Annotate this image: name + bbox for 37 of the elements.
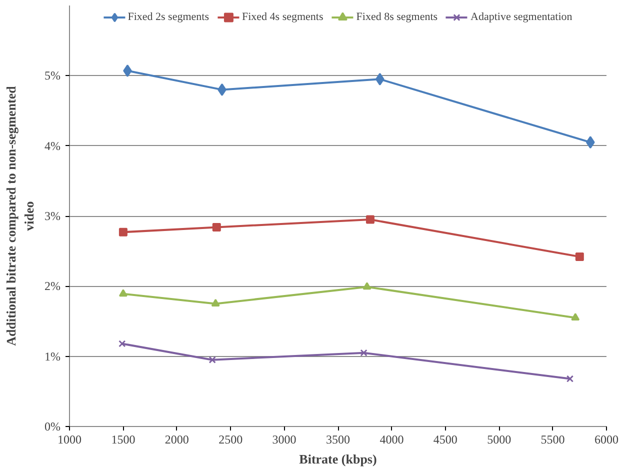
point [118,228,128,236]
x-tick-label: 1000 [58,432,82,446]
x-tick-label: 5000 [487,432,512,446]
x-tick-label: 3000 [272,432,296,446]
point [586,136,595,149]
x-tick-label: 1500 [111,432,136,446]
point [211,298,220,306]
y-tick-label: 4% [44,138,61,153]
x-axis-title: Bitrate (kbps) [299,452,377,466]
y-tick-label: 3% [44,209,61,223]
point [375,72,384,86]
y-tick-label: 1% [44,349,61,364]
point [360,349,368,356]
legend-label: Fixed 8s segments [356,11,438,23]
y-tick-label: 0% [44,420,61,434]
x-tick-label: 4500 [433,432,458,446]
point [566,375,574,382]
point [208,356,216,364]
y-axis-title: Additional bitrate compared to non-segmented video [4,85,37,346]
x-tick-label: 2500 [218,432,243,446]
point [212,222,221,232]
x-tick-label: 5500 [540,432,565,446]
legend-label: Adaptive segmentation [470,11,572,23]
legend-label: Fixed 4s segments [242,11,324,23]
y-tick-label: 5% [44,68,61,83]
x-tick-label: 2000 [164,432,189,446]
x-tick-label: 6000 [594,432,618,446]
point [118,340,126,348]
point [366,215,374,224]
point [571,312,580,321]
x-tick-label: 4000 [380,432,404,446]
legend-label: Fixed 2s segments [128,11,209,23]
y-tick-label: 2% [44,279,61,294]
x-tick-label: 3500 [326,432,350,446]
point [362,282,372,290]
point [118,289,128,297]
point [575,252,584,261]
